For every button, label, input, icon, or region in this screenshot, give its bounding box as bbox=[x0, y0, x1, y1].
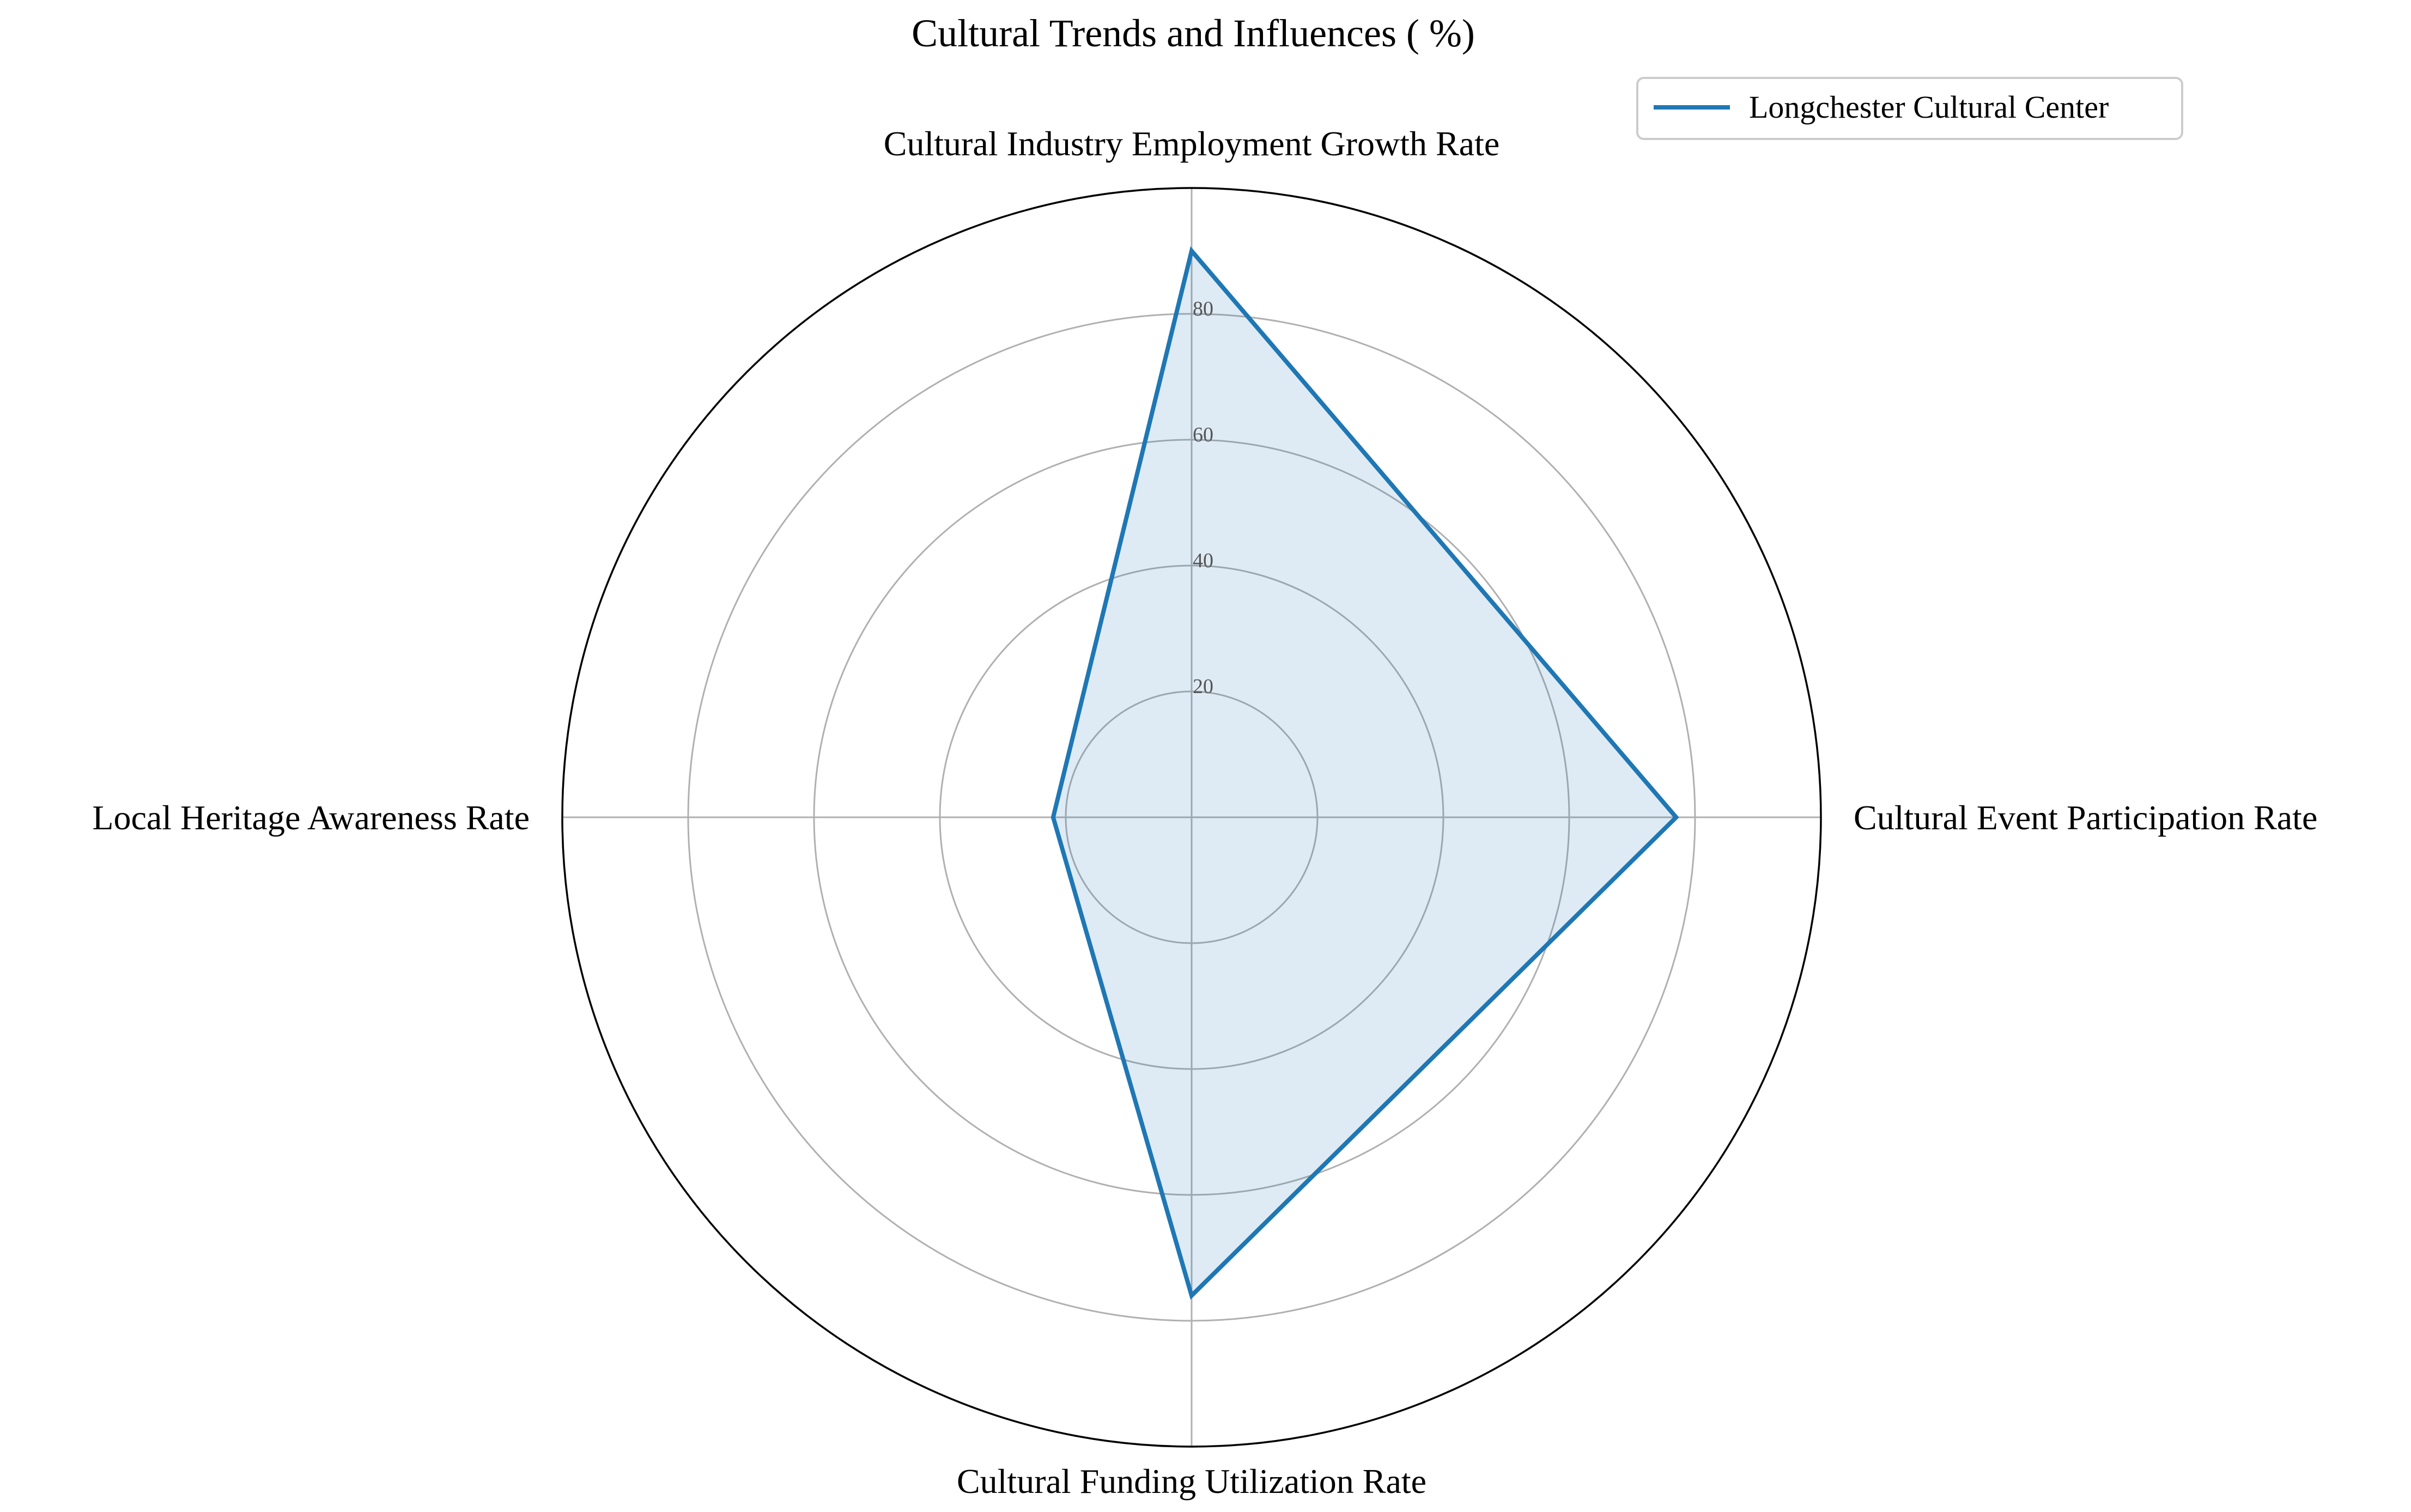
outer-ring bbox=[561, 187, 1822, 1448]
radar-grid bbox=[561, 187, 1822, 1448]
radial-tick-label: 40 bbox=[1193, 549, 1213, 572]
radial-tick-label: 60 bbox=[1193, 423, 1213, 446]
series-area bbox=[1053, 251, 1677, 1296]
radial-tick-labels: 20 40 60 80 bbox=[1193, 297, 1213, 698]
axis-label: Cultural Industry Employment Growth Rate bbox=[884, 124, 1500, 163]
axis-label: Local Heritage Awareness Rate bbox=[92, 798, 530, 837]
axis-label: Cultural Event Participation Rate bbox=[1854, 798, 2317, 837]
series-layer bbox=[1050, 246, 1679, 1300]
axis-labels: Cultural Industry Employment Growth Rate… bbox=[92, 124, 2317, 1501]
legend-frame bbox=[1636, 77, 2183, 140]
legend-label: Longchester Cultural Center bbox=[1749, 89, 2109, 125]
series-line bbox=[1050, 246, 1679, 1300]
radial-tick-label: 20 bbox=[1193, 675, 1213, 698]
legend: Longchester Cultural Center bbox=[1636, 77, 2183, 140]
chart-title: Cultural Trends and Influences ( %) bbox=[912, 11, 1475, 55]
axis-label: Cultural Funding Utilization Rate bbox=[957, 1462, 1426, 1501]
radial-tick-label: 80 bbox=[1193, 297, 1213, 320]
